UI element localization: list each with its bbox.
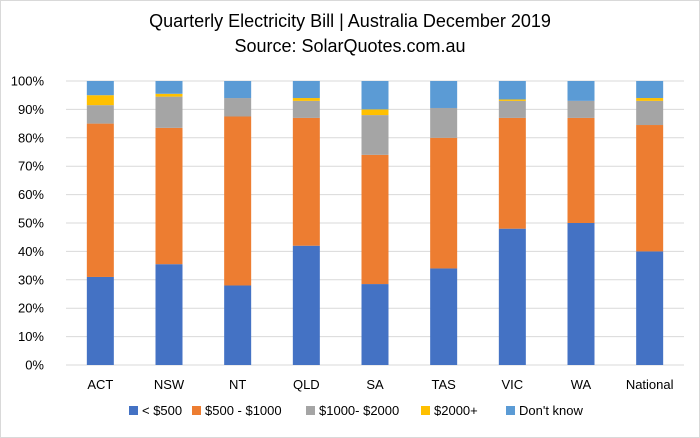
legend-swatch bbox=[306, 406, 315, 415]
bar-segment bbox=[498, 81, 526, 100]
x-tick-label: VIC bbox=[501, 377, 523, 392]
bar-segment bbox=[430, 81, 458, 108]
chart-title: Quarterly Electricity Bill | Australia D… bbox=[149, 11, 551, 31]
bar-segment bbox=[224, 81, 252, 99]
bar-segment bbox=[86, 276, 114, 365]
x-tick-label: TAS bbox=[432, 377, 457, 392]
x-tick-label: NT bbox=[229, 377, 246, 392]
bar-segment bbox=[155, 127, 183, 265]
bar-segment bbox=[361, 81, 389, 110]
legend-swatch bbox=[192, 406, 201, 415]
bar-segment bbox=[86, 123, 114, 277]
bar-segment bbox=[155, 264, 183, 365]
bar-segment bbox=[430, 137, 458, 269]
bar-segment bbox=[567, 117, 595, 223]
bar-segment bbox=[292, 81, 320, 99]
legend-label: $2000+ bbox=[434, 403, 478, 418]
y-tick-label: 40% bbox=[18, 244, 44, 259]
y-tick-label: 50% bbox=[18, 216, 44, 231]
y-axis-ticks: 0% 10% 20% 30% 40% 50% 60% 70% 80% 90% 100% bbox=[11, 74, 45, 373]
bar-segment bbox=[430, 107, 458, 138]
chart-subtitle: Source: SolarQuotes.com.au bbox=[234, 36, 465, 56]
bar-segment bbox=[292, 100, 320, 118]
bar-segment bbox=[498, 99, 526, 101]
bar-segment bbox=[430, 268, 458, 365]
bar-segment bbox=[498, 228, 526, 365]
bars bbox=[86, 81, 664, 365]
bar-segment bbox=[292, 245, 320, 365]
legend-label: < $500 bbox=[142, 403, 182, 418]
bar-segment bbox=[636, 98, 664, 101]
legend-label: $500 - $1000 bbox=[205, 403, 282, 418]
bar-segment bbox=[567, 100, 595, 118]
bar-segment bbox=[636, 125, 664, 252]
y-tick-label: 70% bbox=[18, 159, 44, 174]
bar-segment bbox=[636, 81, 664, 99]
y-tick-label: 90% bbox=[18, 102, 44, 117]
x-tick-label: National bbox=[626, 377, 674, 392]
x-axis-ticks: ACT NSW NT QLD SA TAS VIC WA National bbox=[87, 377, 673, 392]
y-tick-label: 100% bbox=[11, 74, 45, 89]
bar-segment bbox=[155, 93, 183, 97]
x-tick-label: NSW bbox=[154, 377, 185, 392]
bar-segment bbox=[361, 109, 389, 116]
legend-label: Don't know bbox=[519, 403, 584, 418]
bar-segment bbox=[567, 81, 595, 101]
y-tick-label: 20% bbox=[18, 301, 44, 316]
legend-swatch bbox=[421, 406, 430, 415]
bar-segment bbox=[292, 98, 320, 101]
bar-segment bbox=[155, 81, 183, 94]
legend-swatch bbox=[129, 406, 138, 415]
bar-segment bbox=[86, 81, 114, 96]
y-tick-label: 10% bbox=[18, 329, 44, 344]
bar-segment bbox=[567, 223, 595, 365]
legend-label: $1000- $2000 bbox=[319, 403, 399, 418]
x-tick-label: SA bbox=[366, 377, 384, 392]
y-tick-label: 0% bbox=[25, 358, 44, 373]
y-tick-label: 60% bbox=[18, 187, 44, 202]
bar-segment bbox=[361, 154, 389, 285]
bar-segment bbox=[224, 98, 252, 117]
legend: < $500 $500 - $1000 $1000- $2000 $2000+ Don'… bbox=[129, 403, 584, 418]
bar-segment bbox=[498, 117, 526, 229]
y-tick-label: 80% bbox=[18, 130, 44, 145]
bar-segment bbox=[361, 284, 389, 365]
bar-segment bbox=[361, 115, 389, 155]
bar-segment bbox=[86, 95, 114, 106]
bar-segment bbox=[224, 285, 252, 365]
bar-segment bbox=[86, 105, 114, 124]
x-tick-label: QLD bbox=[293, 377, 320, 392]
x-tick-label: WA bbox=[571, 377, 592, 392]
x-tick-label: ACT bbox=[87, 377, 113, 392]
bar-segment bbox=[636, 100, 664, 126]
bar-segment bbox=[224, 116, 252, 286]
y-tick-label: 30% bbox=[18, 272, 44, 287]
bar-segment bbox=[292, 117, 320, 246]
legend-swatch bbox=[506, 406, 515, 415]
bar-segment bbox=[636, 251, 664, 365]
bar-segment bbox=[498, 100, 526, 118]
bar-segment bbox=[155, 96, 183, 128]
